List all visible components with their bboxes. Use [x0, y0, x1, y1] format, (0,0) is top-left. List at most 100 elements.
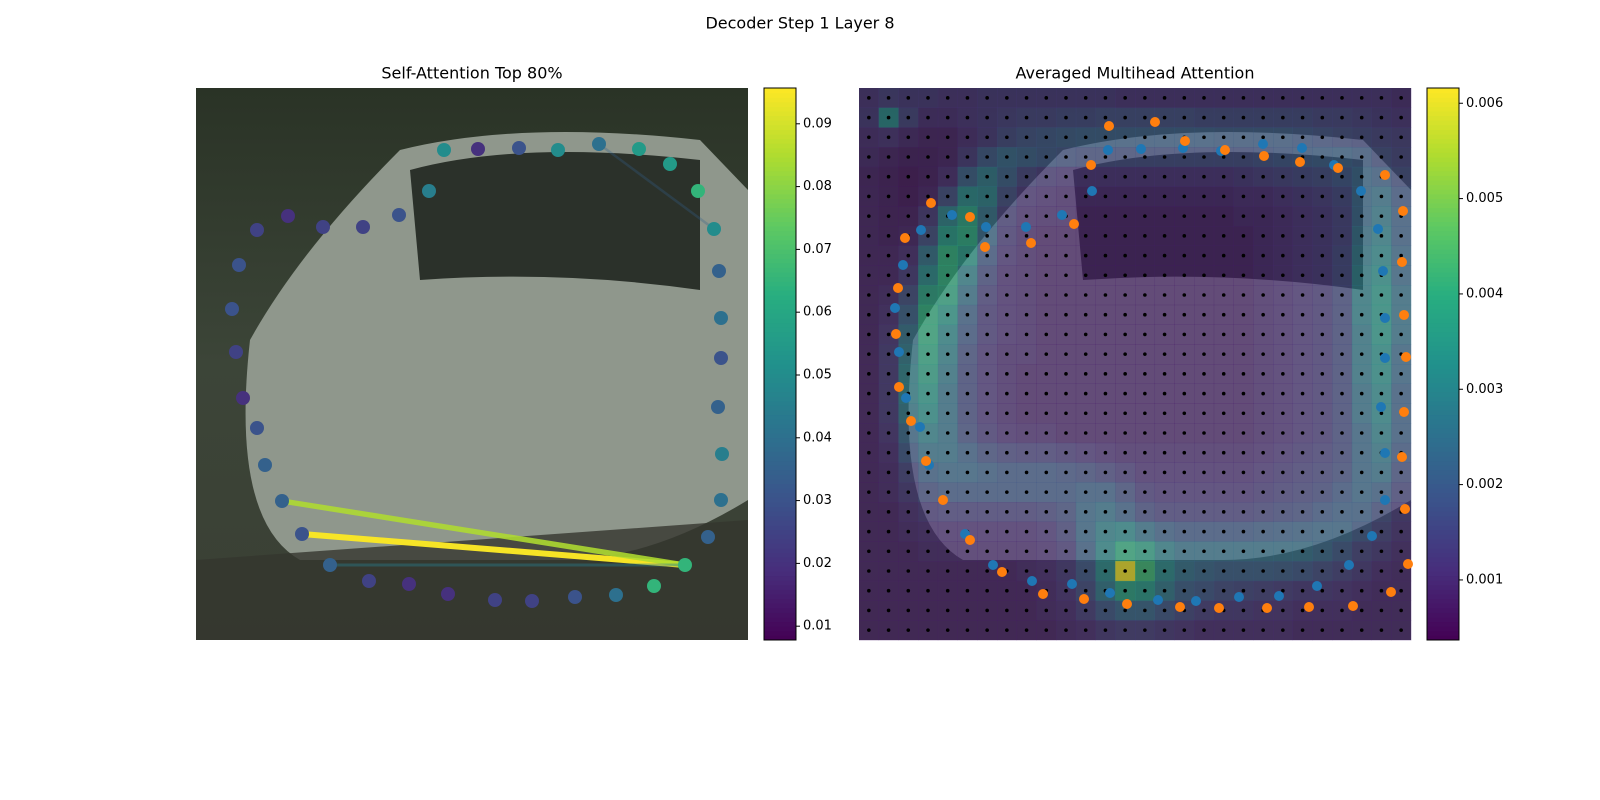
- grid-dot: [945, 332, 950, 337]
- grid-dot: [886, 372, 891, 376]
- grid-dot: [1340, 214, 1344, 218]
- grid-dot: [1162, 411, 1167, 416]
- point: [901, 393, 911, 403]
- grid-dot: [1281, 450, 1285, 455]
- colorbar-step: [764, 635, 796, 641]
- colorbar-step: [1427, 594, 1459, 600]
- grid-dot: [1202, 549, 1206, 554]
- colorbar-step: [1427, 469, 1459, 475]
- grid-dot: [985, 332, 989, 337]
- grid-dot: [1320, 135, 1325, 140]
- point: [1175, 602, 1185, 612]
- grid-dot: [1340, 628, 1344, 632]
- grid-dot: [1320, 431, 1325, 435]
- grid-dot: [1221, 332, 1226, 337]
- grid-dot: [965, 628, 970, 632]
- colorbar-step: [1427, 584, 1459, 590]
- grid-dot: [1005, 470, 1009, 475]
- grid-dot: [1399, 135, 1403, 140]
- grid-dot: [926, 510, 930, 514]
- colorbar-step: [1427, 281, 1459, 287]
- colorbar-step: [1427, 423, 1459, 429]
- grid-dot: [1083, 332, 1088, 337]
- colorbar-step: [1427, 359, 1459, 365]
- grid-dot: [1202, 411, 1206, 416]
- grid-dot: [1024, 96, 1029, 100]
- grid-dot: [886, 234, 891, 238]
- grid-dot: [1379, 135, 1384, 140]
- grid-dot: [1103, 549, 1108, 554]
- grid-dot: [1340, 174, 1344, 179]
- grid-dot: [1182, 234, 1187, 238]
- grid-dot: [945, 174, 950, 179]
- point: [402, 577, 416, 591]
- grid-dot: [1064, 352, 1068, 356]
- grid-dot: [1182, 273, 1187, 278]
- grid-dot: [1024, 352, 1029, 356]
- grid-dot: [1359, 608, 1364, 613]
- grid-dot: [1300, 450, 1305, 455]
- grid-dot: [1359, 174, 1364, 179]
- grid-dot: [1123, 588, 1127, 593]
- grid-dot: [1261, 431, 1265, 435]
- grid-dot: [1083, 470, 1088, 475]
- point: [893, 283, 903, 293]
- grid-dot: [1281, 293, 1285, 297]
- grid-dot: [906, 96, 911, 100]
- grid-dot: [1123, 510, 1127, 514]
- grid-dot: [867, 450, 871, 455]
- point: [1258, 139, 1268, 149]
- grid-dot: [1221, 155, 1226, 159]
- colorbar-step: [764, 571, 796, 577]
- grid-dot: [1143, 174, 1147, 179]
- grid-dot: [1182, 411, 1187, 416]
- grid-dot: [1261, 194, 1265, 199]
- point: [1234, 592, 1244, 602]
- colorbar-step: [1427, 364, 1459, 370]
- grid-dot: [965, 194, 970, 199]
- colorbar-step: [764, 92, 796, 98]
- grid-dot: [926, 608, 930, 613]
- colorbar-step: [764, 331, 796, 337]
- point: [471, 142, 485, 156]
- grid-dot: [1024, 234, 1029, 238]
- grid-dot: [1162, 312, 1167, 317]
- colorbar-step: [1427, 203, 1459, 209]
- grid-dot: [1083, 214, 1088, 218]
- colorbar-step: [764, 575, 796, 581]
- grid-dot: [1083, 510, 1088, 514]
- grid-dot: [1103, 411, 1108, 416]
- colorbar-step: [1427, 410, 1459, 416]
- grid-dot: [886, 450, 891, 455]
- grid-dot: [1044, 352, 1049, 356]
- grid-dot: [1143, 273, 1147, 278]
- point: [1087, 186, 1097, 196]
- grid-dot: [1143, 155, 1147, 159]
- grid-dot: [1182, 628, 1187, 632]
- grid-dot: [1300, 214, 1305, 218]
- colorbar-step: [764, 621, 796, 627]
- grid-dot: [867, 293, 871, 297]
- grid-dot: [1359, 628, 1364, 632]
- grid-dot: [1083, 372, 1088, 376]
- grid-dot: [1281, 470, 1285, 475]
- colorbar-step: [764, 198, 796, 204]
- colorbar-step: [1427, 161, 1459, 167]
- grid-dot: [1202, 174, 1206, 179]
- grid-dot: [965, 115, 970, 120]
- grid-dot: [945, 293, 950, 297]
- point: [1367, 531, 1377, 541]
- grid-dot: [1399, 293, 1403, 297]
- grid-dot: [1083, 608, 1088, 613]
- colorbar-step: [1427, 134, 1459, 140]
- grid-dot: [1162, 372, 1167, 376]
- point: [701, 530, 715, 544]
- grid-dot: [1123, 234, 1127, 238]
- grid-dot: [1143, 628, 1147, 632]
- grid-dot: [1202, 96, 1206, 100]
- colorbar-step: [1427, 603, 1459, 609]
- colorbar-step: [1427, 571, 1459, 577]
- colorbar-step: [1427, 97, 1459, 103]
- grid-dot: [867, 588, 871, 593]
- grid-dot: [1064, 588, 1068, 593]
